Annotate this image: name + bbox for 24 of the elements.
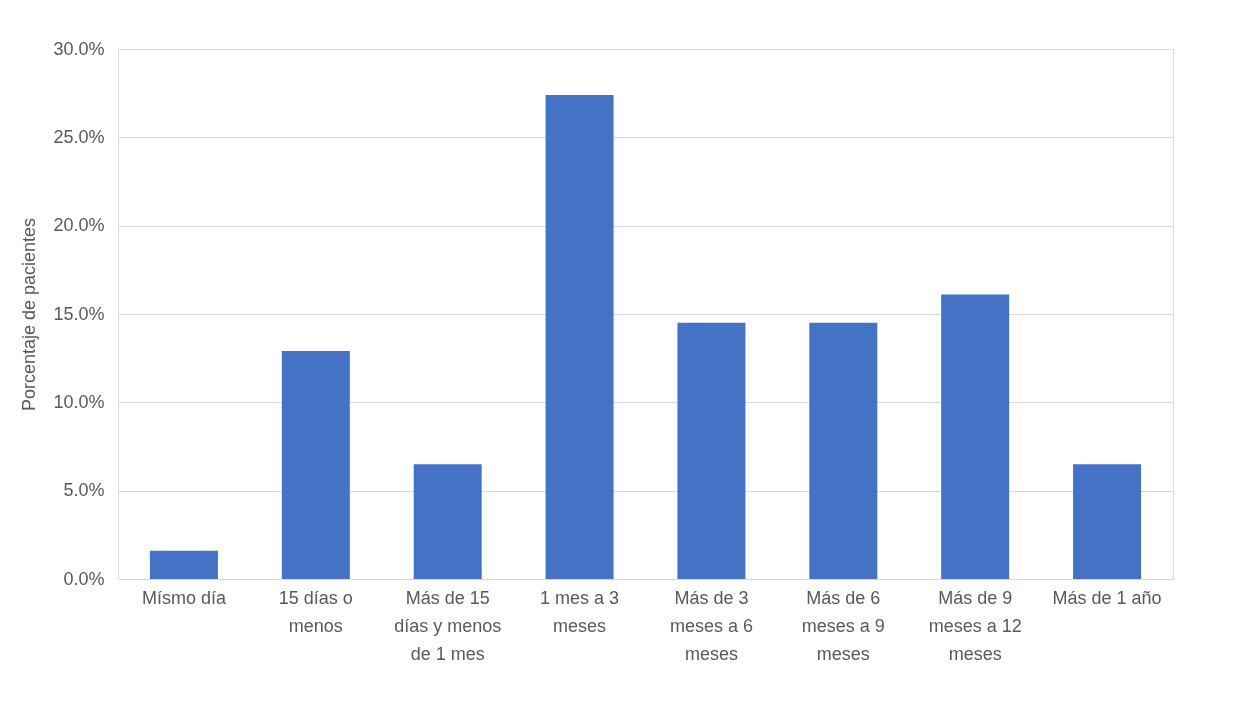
y-tick-label: 5.0% [63,480,105,501]
bar [809,322,878,579]
x-tick-label: Más de 3 meses a 6 meses [669,587,753,664]
y-tick-label: 0.0% [63,568,105,589]
x-tick-label: Más de 9 meses a 12 meses [928,587,1022,664]
x-tick-label: Más de 6 meses a 9 meses [801,587,885,664]
x-tick-label: Mísmo día [141,587,227,608]
y-tick-label: 30.0% [53,38,105,59]
bar [677,322,746,579]
bar [281,351,350,579]
bar [413,464,482,579]
bar [545,94,614,579]
y-tick-label: 20.0% [53,215,105,236]
bar [1073,464,1142,579]
y-tick-label: 15.0% [53,303,105,324]
y-tick-label: 10.0% [53,391,105,412]
y-tick-label: 25.0% [53,126,105,147]
bar [941,294,1010,579]
x-tick-label: Más de 1 año [1052,587,1162,608]
y-axis-title: Porcentaje de pacientes [19,217,40,412]
x-tick-label: 1 mes a 3 meses [540,587,620,636]
x-tick-label: 15 días o menos [278,587,353,636]
bar [149,550,218,579]
x-tick-label: Más de 15 días y menos de 1 mes [394,587,502,664]
